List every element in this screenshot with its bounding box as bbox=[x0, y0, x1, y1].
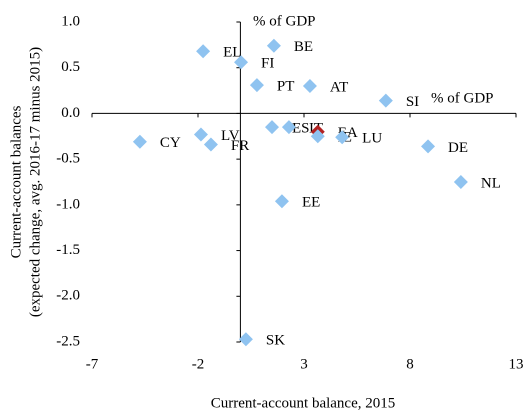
point bbox=[378, 93, 393, 108]
y-axis-title: Current-account balances bbox=[8, 105, 24, 258]
point bbox=[266, 38, 281, 53]
point bbox=[281, 120, 296, 135]
y-tick-label: -2.5 bbox=[56, 333, 80, 349]
y-tick-label: -0.5 bbox=[56, 151, 80, 167]
x-axis-title: Current-account balance, 2015 bbox=[211, 395, 396, 411]
point-label: BE bbox=[294, 39, 313, 55]
y-tick-label: 0.5 bbox=[61, 59, 80, 75]
annotation: % of GDP bbox=[253, 13, 316, 29]
y-tick-label: 1.0 bbox=[61, 13, 80, 29]
point bbox=[196, 44, 211, 59]
point bbox=[234, 55, 249, 70]
point bbox=[274, 194, 289, 209]
point bbox=[335, 130, 350, 145]
x-tick-label: -7 bbox=[86, 356, 99, 372]
point bbox=[193, 127, 208, 142]
y-axis-title: (expected change, avg. 2016-17 minus 201… bbox=[27, 47, 43, 317]
x-tick-label: 3 bbox=[300, 356, 308, 372]
x-tick-label: 8 bbox=[406, 356, 414, 372]
point bbox=[453, 175, 468, 189]
point bbox=[203, 137, 218, 152]
point-label: SK bbox=[266, 333, 285, 349]
point bbox=[264, 120, 279, 135]
point-label: EL bbox=[223, 45, 241, 61]
point-label: ES bbox=[292, 121, 310, 137]
point-label: SI bbox=[406, 94, 419, 110]
point-label: AT bbox=[330, 79, 348, 95]
y-tick-label: 0.0 bbox=[61, 105, 80, 121]
point bbox=[249, 78, 264, 93]
point-label: EE bbox=[302, 195, 320, 211]
point-label: CY bbox=[160, 135, 181, 151]
point-label: DE bbox=[448, 140, 468, 156]
annotation: % of GDP bbox=[431, 90, 494, 106]
point-label: NL bbox=[481, 175, 501, 191]
y-tick-label: -1.5 bbox=[56, 242, 80, 258]
point-label: LU bbox=[362, 131, 382, 147]
point bbox=[132, 134, 147, 149]
point-label: FR bbox=[231, 138, 249, 154]
point bbox=[238, 332, 253, 347]
x-tick-label: 13 bbox=[509, 356, 524, 372]
point bbox=[310, 129, 325, 144]
point-label: LV bbox=[221, 128, 240, 144]
y-tick-label: -2.0 bbox=[56, 288, 80, 304]
point-label: FI bbox=[261, 56, 274, 72]
point bbox=[421, 139, 436, 154]
point-label: PT bbox=[277, 79, 295, 95]
x-tick-label: -2 bbox=[192, 356, 205, 372]
point bbox=[302, 79, 317, 93]
y-tick-label: -1.0 bbox=[56, 196, 80, 212]
